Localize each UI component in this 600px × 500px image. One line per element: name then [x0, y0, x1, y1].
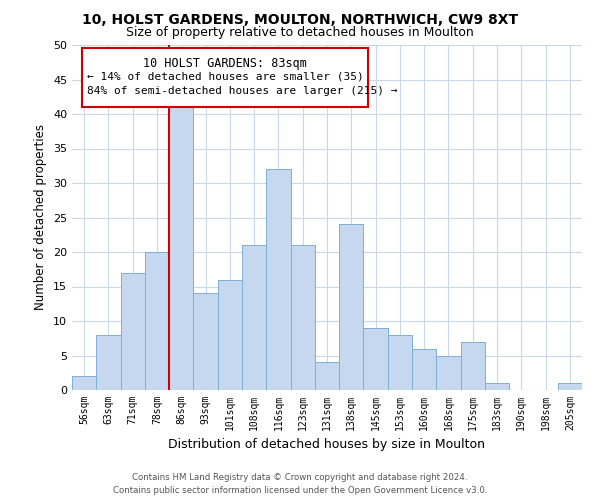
Bar	[339, 224, 364, 390]
Bar	[242, 245, 266, 390]
Text: 10 HOLST GARDENS: 83sqm: 10 HOLST GARDENS: 83sqm	[143, 57, 307, 70]
Bar	[558, 383, 582, 390]
X-axis label: Distribution of detached houses by size in Moulton: Distribution of detached houses by size …	[169, 438, 485, 452]
Bar	[96, 335, 121, 390]
Bar	[121, 272, 145, 390]
Bar	[412, 348, 436, 390]
Y-axis label: Number of detached properties: Number of detached properties	[34, 124, 47, 310]
Bar	[388, 335, 412, 390]
Bar	[145, 252, 169, 390]
Text: 10, HOLST GARDENS, MOULTON, NORTHWICH, CW9 8XT: 10, HOLST GARDENS, MOULTON, NORTHWICH, C…	[82, 12, 518, 26]
Bar	[315, 362, 339, 390]
Text: Contains HM Land Registry data © Crown copyright and database right 2024.
Contai: Contains HM Land Registry data © Crown c…	[113, 474, 487, 495]
Text: Size of property relative to detached houses in Moulton: Size of property relative to detached ho…	[126, 26, 474, 39]
Bar	[218, 280, 242, 390]
Bar	[169, 107, 193, 390]
Bar	[461, 342, 485, 390]
Text: ← 14% of detached houses are smaller (35): ← 14% of detached houses are smaller (35…	[88, 72, 364, 82]
Bar	[364, 328, 388, 390]
Bar	[72, 376, 96, 390]
Bar	[266, 169, 290, 390]
Text: 84% of semi-detached houses are larger (215) →: 84% of semi-detached houses are larger (…	[88, 86, 398, 97]
Bar	[485, 383, 509, 390]
FancyBboxPatch shape	[82, 48, 368, 107]
Bar	[290, 245, 315, 390]
Bar	[436, 356, 461, 390]
Bar	[193, 294, 218, 390]
